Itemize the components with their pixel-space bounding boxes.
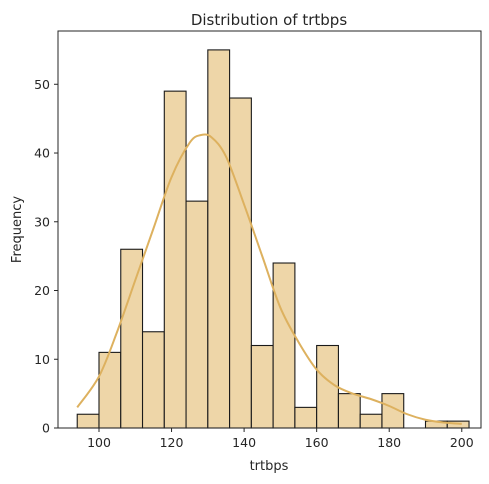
y-tick-label: 10 [34, 352, 50, 367]
histogram-bar [98, 351, 122, 429]
x-tick-label: 180 [377, 435, 401, 450]
x-axis-label: trtbps [250, 459, 289, 474]
histogram-bar [337, 393, 361, 429]
histogram-bar [250, 344, 274, 429]
x-tick-label: 100 [87, 435, 111, 450]
y-tick-label: 0 [42, 421, 50, 436]
histogram-bar [359, 413, 383, 429]
x-tick-label: 120 [160, 435, 184, 450]
histogram-bar [141, 331, 165, 429]
x-tick-label: 200 [450, 435, 474, 450]
y-tick-label: 30 [34, 214, 50, 229]
histogram-bar [272, 262, 296, 429]
y-tick-label: 40 [34, 146, 50, 161]
histogram-bar [76, 413, 100, 429]
y-axis-label: Frequency [10, 196, 25, 263]
chart-title: Distribution of trtbps [191, 11, 347, 29]
histogram-bar [207, 49, 231, 429]
x-tick-label: 160 [305, 435, 329, 450]
histogram-bar [120, 248, 144, 429]
histogram-bar [185, 200, 209, 429]
y-tick-label: 50 [34, 77, 50, 92]
x-tick-label: 140 [232, 435, 256, 450]
kde-curve [76, 133, 462, 425]
histogram-bar [163, 90, 187, 429]
plot-frame [57, 30, 482, 429]
histogram-bar [294, 406, 318, 429]
y-tick-label: 20 [34, 283, 50, 298]
histogram-bar [229, 97, 252, 429]
